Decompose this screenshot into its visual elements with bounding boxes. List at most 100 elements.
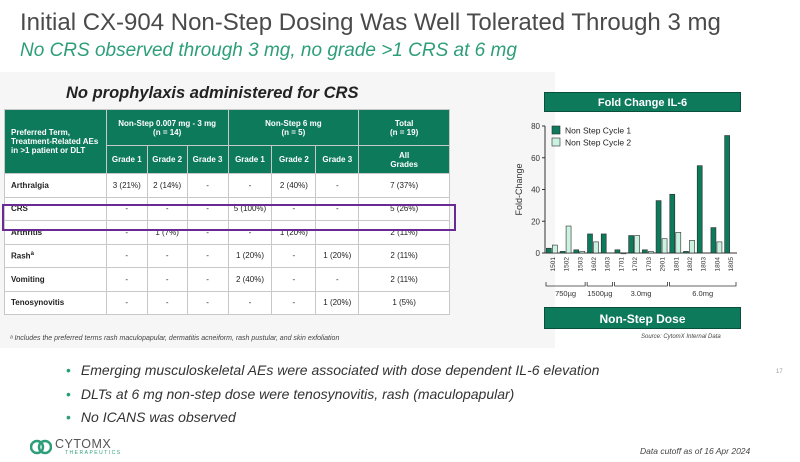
- table-cell: 3 (21%): [105, 173, 148, 198]
- bar-cycle1: [587, 233, 593, 254]
- bullet-item: • DLTs at 6 mg non-step dose were tenosyn…: [66, 386, 599, 410]
- page-subtitle: No CRS observed through 3 mg, no grade >…: [20, 40, 517, 61]
- dose-group-bracket: [586, 282, 613, 287]
- cytomx-logo-icon: [30, 439, 52, 455]
- dose-group-label: 6.0mg: [692, 289, 713, 298]
- x-tick-label: 1803: [701, 257, 708, 272]
- y-tick-label: 0: [536, 249, 541, 258]
- table-footnote: ᵃ Includes the preferred terms rash macu…: [10, 335, 340, 342]
- legend-swatch: [551, 125, 561, 135]
- bullet-text: Emerging musculoskeletal AEs were associ…: [80, 362, 600, 378]
- table-cell: -: [271, 243, 317, 268]
- grade-header: Grade 2: [146, 145, 188, 174]
- chart-section-background: [555, 72, 800, 348]
- footnote-marker: a: [30, 250, 34, 257]
- row-term-label: Tenosynovitis: [11, 298, 65, 308]
- table-cell: 2 (11%): [358, 243, 450, 268]
- x-tick-label: 1603: [605, 257, 612, 272]
- bullet-item: • No ICANS was observed: [66, 409, 599, 433]
- group-header-total: Total (n = 19): [358, 109, 450, 146]
- bar-cycle1: [710, 227, 717, 254]
- x-tick-label: 1703: [646, 257, 653, 272]
- table-cell: -: [146, 267, 188, 292]
- row-term-label: Rash: [11, 251, 31, 261]
- y-tick-label: 20: [531, 217, 540, 226]
- logo-subtitle: THERAPEUTICS: [65, 450, 122, 456]
- y-tick-label: 40: [531, 186, 540, 195]
- bar-cycle1: [614, 249, 621, 254]
- grade-header: Grade 3: [186, 145, 229, 174]
- table-row: Arthralgia 3 (21%) 2 (14%) - -2 (40%) -7 (37%…: [4, 173, 450, 198]
- row-term: Tenosynovitis: [4, 290, 107, 315]
- cytomx-logo: CYTOMX THERAPEUTICS: [30, 438, 122, 456]
- bar-cycle2: [579, 251, 586, 254]
- row-term-label: Vomiting: [11, 274, 45, 284]
- y-tick-label: 80: [531, 122, 540, 131]
- table-cell: -: [186, 243, 229, 268]
- group-header-low-dose: Non-Step 0.007 mg - 3 mg (n = 14): [105, 109, 229, 146]
- row-term: Vomiting: [4, 267, 107, 292]
- table-row: Tenosynovitis - - - - -1 (20%) 1 (5%): [4, 290, 450, 315]
- table-cell: 1 (20%): [315, 243, 360, 268]
- row-term: Arthralgia: [4, 173, 107, 198]
- legend-label: Non Step Cycle 1: [565, 126, 631, 136]
- term-column-header: Preferred Term, Treatment-Related AEs in…: [4, 109, 107, 174]
- group-header-n: (n = 5): [281, 127, 306, 137]
- row-term: Rasha: [4, 243, 107, 268]
- grade-header: Grade 1: [227, 145, 273, 174]
- bar-cycle1: [724, 135, 730, 254]
- bar-cycle1: [600, 233, 607, 254]
- x-tick-label: 1502: [564, 257, 571, 272]
- table-cell: 2 (11%): [358, 267, 450, 292]
- page-number: 17: [776, 369, 783, 375]
- row-term-label: CRS: [11, 204, 28, 214]
- dose-group-bracket: [669, 282, 737, 287]
- table-cell: -: [227, 220, 273, 245]
- table-heading: No prophylaxis administered for CRS: [66, 84, 359, 102]
- x-tick-label: 1802: [687, 257, 694, 272]
- group-header-title: Non-Step 0.007 mg - 3 mg: [118, 118, 217, 128]
- table-cell: -: [315, 173, 360, 198]
- bar-cycle1: [669, 193, 676, 254]
- page-title: Initial CX-904 Non-Step Dosing Was Well …: [20, 9, 721, 36]
- row-term-label: Arthralgia: [11, 180, 49, 190]
- table-cell: 2 (40%): [227, 267, 273, 292]
- il6-fold-change-chart: 0 20 40 60 80 Fold-Change 1501 1502 1503 1602 1603…: [514, 122, 737, 298]
- table-row: CRS - - -5 (100%) - -5 (26%): [4, 196, 450, 221]
- all-grades-line: Grades: [390, 159, 418, 169]
- table-body: Arthralgia 3 (21%) 2 (14%) - -2 (40%) -7 (37%…: [4, 173, 450, 315]
- table-cell: -: [186, 290, 229, 315]
- grade-header: Grade 3: [315, 145, 360, 174]
- table-cell: 7 (37%): [358, 173, 450, 198]
- all-grades-header: All Grades: [358, 145, 450, 174]
- x-tick-label: 1702: [632, 257, 639, 272]
- x-tick-label: 2901: [660, 257, 667, 272]
- table-cell: -: [227, 290, 273, 315]
- bullet-dot-icon: •: [66, 362, 71, 378]
- table-row: Vomiting - - -2 (40%) - -2 (11%): [4, 267, 450, 292]
- group-header-n: (n = 19): [390, 127, 419, 137]
- table-cell: -: [105, 196, 148, 221]
- x-tick-label: 1701: [618, 257, 625, 272]
- chart-source: Source: CytomX Internal Data: [641, 334, 721, 340]
- chart-header: Fold Change IL-6: [544, 92, 741, 112]
- table-cell: 1 (20%): [227, 243, 273, 268]
- key-findings-list: • Emerging musculoskeletal AEs were assoc…: [66, 362, 599, 433]
- bar-cycle2: [552, 244, 558, 254]
- table-cell: -: [186, 173, 229, 198]
- group-header-title: Non-Step 6 mg: [265, 118, 322, 128]
- dose-group-label: 750µg: [555, 289, 576, 298]
- bar-cycle1: [696, 165, 703, 254]
- bullet-dot-icon: •: [66, 385, 71, 402]
- dose-group-label: 3.0mg: [631, 289, 652, 298]
- table-cell: 1 (20%): [271, 220, 317, 245]
- bar-cycle2: [689, 240, 695, 254]
- dose-group-bracket: [614, 282, 668, 287]
- row-term: Arthritis: [4, 220, 107, 245]
- bar-cycle2: [620, 252, 627, 255]
- row-term-label: Arthritis: [11, 227, 43, 237]
- table-cell: 2 (11%): [358, 220, 450, 245]
- table-cell: -: [271, 196, 317, 221]
- bar-cycle2: [648, 251, 654, 254]
- group-header-6mg: Non-Step 6 mg (n = 5): [227, 109, 360, 146]
